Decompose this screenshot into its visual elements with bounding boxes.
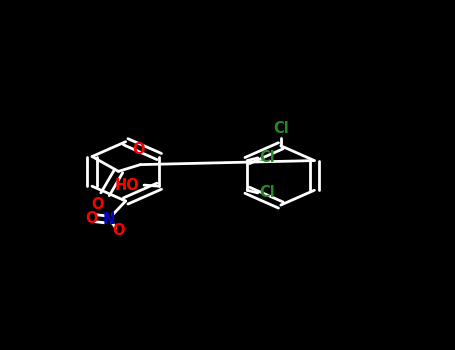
Text: Cl: Cl [273, 121, 288, 136]
Text: HO: HO [115, 177, 140, 192]
Text: Cl: Cl [259, 150, 275, 166]
Text: O: O [91, 197, 104, 212]
Text: O: O [86, 211, 98, 226]
Text: N: N [102, 212, 115, 227]
Text: Cl: Cl [259, 186, 275, 201]
Text: O: O [112, 223, 125, 238]
Text: O: O [132, 141, 145, 156]
